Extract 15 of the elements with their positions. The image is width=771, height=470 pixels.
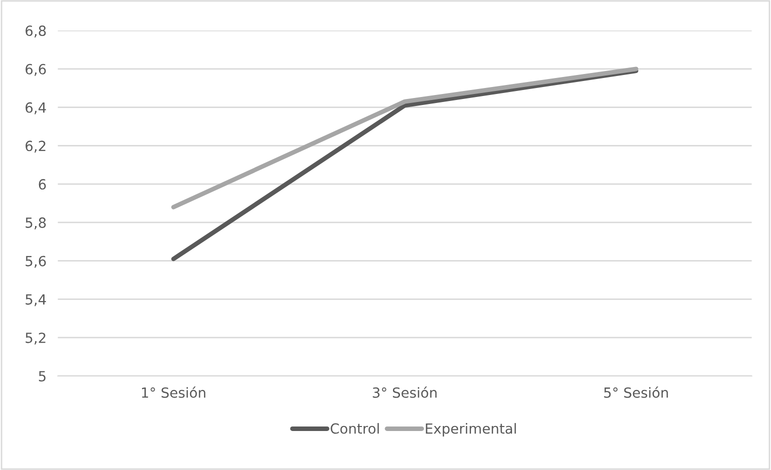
y-tick-label: 6,8: [26, 26, 46, 38]
legend-label: Experimental: [426, 423, 516, 436]
y-tick-label: 5,2: [26, 332, 46, 345]
x-tick-label: 1° Sesión: [142, 386, 206, 398]
y-tick-label: 5,6: [26, 256, 46, 268]
y-tick-label: 6,6: [26, 64, 46, 76]
y-tick-label: 5,4: [26, 294, 46, 306]
y-tick-label: 6,4: [26, 102, 46, 114]
y-tick-label: 5: [38, 371, 46, 382]
y-tick-label: 6: [38, 179, 46, 190]
y-tick-label: 6,2: [26, 140, 46, 153]
x-tick-label: 3° Sesión: [372, 386, 437, 398]
y-tick-label: 5,8: [26, 217, 46, 230]
legend-label: Control: [330, 423, 379, 434]
x-tick-label: 5° Sesión: [604, 386, 668, 398]
